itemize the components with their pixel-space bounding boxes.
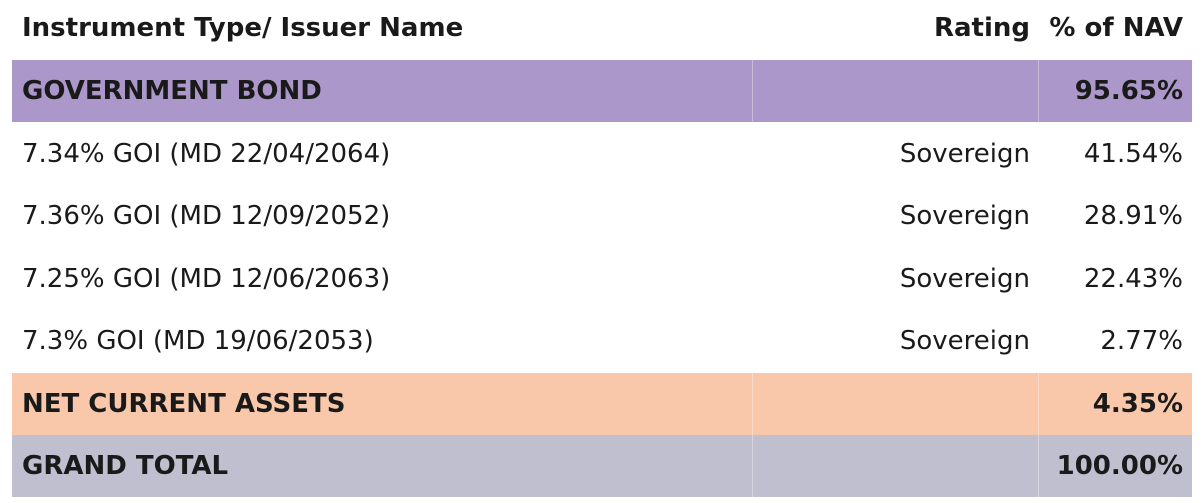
cell: 4.35% bbox=[1092, 389, 1183, 419]
row: 7.25% GOI (MD 12/06/2063) Sovereign 22.4… bbox=[12, 248, 1192, 310]
header-cell: Instrument Type/ Issuer Name bbox=[22, 13, 464, 43]
divider bbox=[752, 60, 753, 122]
header-cell: % of NAV bbox=[1049, 13, 1183, 43]
cell: 7.25% GOI (MD 12/06/2063) bbox=[22, 264, 391, 294]
divider bbox=[1038, 60, 1039, 122]
cell: Sovereign bbox=[899, 201, 1030, 231]
cell: 100.00% bbox=[1056, 451, 1183, 481]
cell: Sovereign bbox=[899, 139, 1030, 169]
cell: 7.34% GOI (MD 22/04/2064) bbox=[22, 139, 391, 169]
cell: 22.43% bbox=[1083, 264, 1183, 294]
section-row: NET CURRENT ASSETS 4.35% bbox=[12, 373, 1192, 435]
total-row: GRAND TOTAL 100.00% bbox=[12, 435, 1192, 497]
cell: GOVERNMENT BOND bbox=[22, 76, 322, 106]
divider bbox=[752, 435, 753, 497]
header-cell: Rating bbox=[933, 13, 1030, 43]
cell: Sovereign bbox=[899, 264, 1030, 294]
cell: Sovereign bbox=[899, 326, 1030, 356]
header-row: Instrument Type/ Issuer Name Rating % of… bbox=[12, 0, 1192, 56]
divider bbox=[1038, 435, 1039, 497]
cell: 28.91% bbox=[1083, 201, 1183, 231]
cell: GRAND TOTAL bbox=[22, 451, 229, 481]
cell: 95.65% bbox=[1074, 76, 1183, 106]
cell: 2.77% bbox=[1100, 326, 1183, 356]
cell: 7.36% GOI (MD 12/09/2052) bbox=[22, 201, 391, 231]
divider bbox=[752, 373, 753, 435]
row: 7.34% GOI (MD 22/04/2064) Sovereign 41.5… bbox=[12, 123, 1192, 185]
cell: 41.54% bbox=[1083, 139, 1183, 169]
cell: 7.3% GOI (MD 19/06/2053) bbox=[22, 326, 374, 356]
row: 7.36% GOI (MD 12/09/2052) Sovereign 28.9… bbox=[12, 185, 1192, 247]
row: 7.3% GOI (MD 19/06/2053) Sovereign 2.77% bbox=[12, 310, 1192, 372]
divider bbox=[1038, 373, 1039, 435]
section-row: GOVERNMENT BOND 95.65% bbox=[12, 60, 1192, 122]
cell: NET CURRENT ASSETS bbox=[22, 389, 346, 419]
